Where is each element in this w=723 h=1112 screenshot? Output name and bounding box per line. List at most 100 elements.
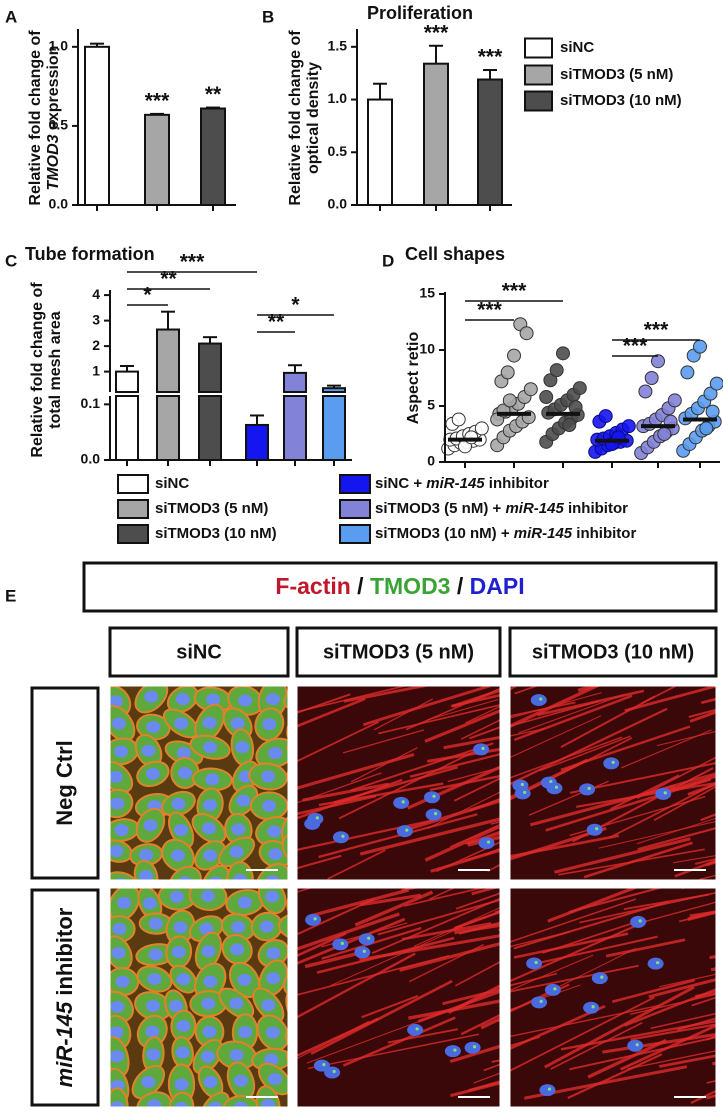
actin-fiber <box>611 978 696 1003</box>
image-header-part: TMOD3 <box>370 573 451 599</box>
actin-fiber <box>558 848 705 876</box>
nucleus <box>203 849 218 862</box>
actin-fiber <box>510 715 602 758</box>
legend-swatch <box>524 37 553 59</box>
nucleus <box>174 717 189 730</box>
significance-label: ** <box>268 311 285 334</box>
panel-label: E <box>5 586 16 605</box>
actin-fiber <box>454 961 500 987</box>
legend-label: siTMOD3 (10 nM) <box>155 525 277 542</box>
nucleus <box>143 819 158 832</box>
panel-label: A <box>5 7 17 26</box>
bar <box>156 395 180 461</box>
micrograph-frame <box>296 685 501 881</box>
actin-fiber <box>534 935 658 965</box>
actin-fiber <box>354 890 434 927</box>
actin-fiber <box>436 841 500 873</box>
actin-fiber <box>399 941 500 972</box>
y-axis-label-part: TMOD3 <box>45 134 62 190</box>
actin-fiber <box>510 972 558 987</box>
nucleus <box>261 770 276 783</box>
legend-label-part: miR-145 <box>505 500 564 517</box>
nucleus <box>229 1049 244 1062</box>
actin-fiber <box>297 932 347 958</box>
nucleus <box>110 1000 125 1013</box>
cell <box>286 1041 288 1071</box>
actin-fiber <box>510 964 639 993</box>
actin-fiber <box>691 996 716 1007</box>
nucleus <box>313 1059 330 1072</box>
data-point <box>651 354 665 369</box>
nucleus <box>176 1020 191 1033</box>
chart-title: Proliferation <box>367 3 473 23</box>
nucleus <box>233 873 248 880</box>
cell <box>278 913 288 941</box>
tmod3-speckle <box>600 975 604 979</box>
tmod3-speckle <box>547 1087 552 1091</box>
legend-swatch <box>117 524 149 544</box>
tmod3-speckle <box>520 782 524 787</box>
column-header: siNC <box>176 641 222 663</box>
data-point <box>539 390 554 405</box>
actin-fiber <box>316 936 455 974</box>
actin-fiber <box>694 857 716 865</box>
nucleus <box>141 1076 156 1089</box>
actin-fiber <box>297 1017 379 1058</box>
nucleus <box>238 1026 253 1039</box>
legend-label-part: miR-145 <box>514 525 573 542</box>
actin-fiber <box>327 849 386 880</box>
nucleus <box>603 757 620 770</box>
nucleus <box>235 741 250 754</box>
nucleus <box>478 837 495 850</box>
actin-fiber <box>510 707 668 786</box>
actin-fiber <box>547 888 639 923</box>
nucleus <box>266 947 281 960</box>
nucleus <box>425 808 442 821</box>
actin-fiber <box>297 752 415 790</box>
actin-fiber <box>424 709 500 743</box>
nucleus <box>230 943 245 956</box>
nucleus <box>145 767 160 780</box>
nucleus <box>110 797 125 810</box>
tmod3-speckle <box>635 1043 639 1047</box>
y-tick-label: 0.0 <box>328 196 348 212</box>
legend-label-part: siTMOD3 (10 nM) + <box>375 525 514 542</box>
y-tick-label: 1 <box>92 362 100 378</box>
nucleus <box>233 1074 248 1087</box>
actin-fiber <box>297 772 382 804</box>
actin-fiber <box>560 695 656 749</box>
actin-fiber <box>510 686 601 729</box>
nucleus <box>237 896 252 909</box>
actin-fiber <box>587 1038 667 1079</box>
panel-label: D <box>382 251 394 270</box>
significance-label: ** <box>205 83 222 106</box>
nucleus <box>203 741 218 754</box>
actin-fiber <box>404 888 486 907</box>
nucleus <box>201 822 216 835</box>
nucleus <box>332 938 349 951</box>
actin-fiber <box>297 819 433 852</box>
actin-fiber <box>343 686 431 703</box>
header-box <box>82 561 718 613</box>
tmod3-speckle <box>315 816 319 820</box>
legend-label: siNC <box>560 39 594 56</box>
actin-fiber <box>568 888 664 914</box>
nucleus <box>264 1053 279 1066</box>
actin-fiber <box>583 841 693 879</box>
row-header: Neg Ctrl <box>52 740 77 826</box>
legend-label: siTMOD3 (10 nM) + miR-145 inhibitor <box>375 525 636 542</box>
nucleus <box>202 716 217 729</box>
tmod3-speckle <box>313 917 317 921</box>
data-point <box>638 384 653 399</box>
nucleus <box>148 948 163 961</box>
actin-fiber <box>359 817 500 856</box>
data-point <box>667 393 682 408</box>
bar <box>245 423 269 461</box>
cell <box>281 833 288 868</box>
tmod3-speckle <box>486 840 491 844</box>
nucleus <box>546 782 563 795</box>
cell <box>168 865 202 880</box>
tmod3-speckle <box>367 936 371 940</box>
nucleus <box>539 1084 556 1097</box>
data-point <box>523 382 538 397</box>
